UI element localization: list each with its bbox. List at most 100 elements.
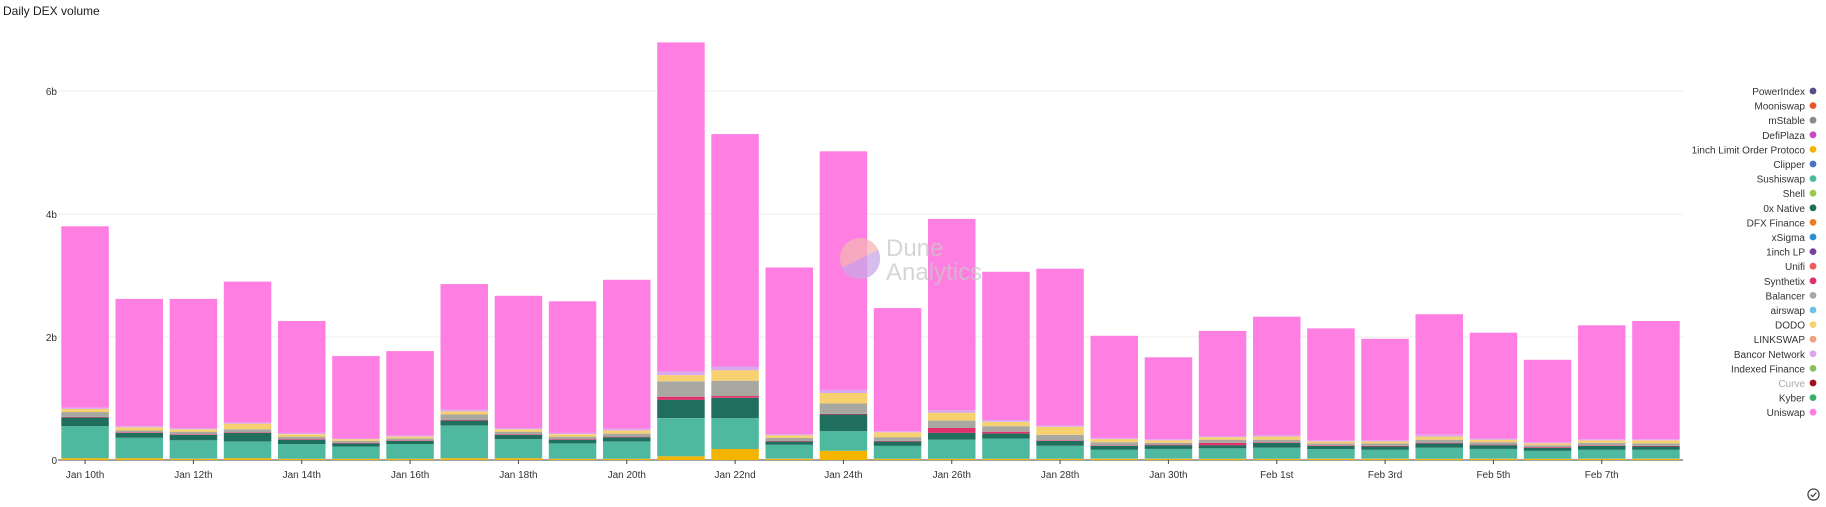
bar-segment[interactable]	[332, 443, 380, 447]
bar-segment[interactable]	[765, 444, 814, 459]
bar-segment[interactable]	[61, 409, 109, 413]
bar-segment[interactable]	[603, 437, 651, 442]
bar-segment[interactable]	[1144, 442, 1193, 445]
bar-segment[interactable]	[765, 458, 814, 460]
bar-segment[interactable]	[873, 445, 922, 459]
bar-segment[interactable]	[169, 428, 218, 430]
bar-segment[interactable]	[1307, 458, 1355, 460]
bar-segment[interactable]	[928, 432, 976, 440]
bar-segment[interactable]	[1632, 439, 1680, 441]
bar-segment[interactable]	[278, 434, 326, 437]
bar-segment[interactable]	[169, 434, 218, 435]
bar-segment[interactable]	[1036, 434, 1084, 441]
bar-segment[interactable]	[386, 438, 434, 441]
bar-segment[interactable]	[1523, 450, 1572, 459]
bar-segment[interactable]	[440, 458, 489, 460]
legend-item[interactable]: Balancer	[1766, 291, 1817, 302]
bar-segment[interactable]	[494, 439, 543, 459]
bar-segment[interactable]	[61, 226, 109, 408]
bar-segment[interactable]	[873, 432, 922, 438]
bar-segment[interactable]	[548, 443, 597, 459]
bar-segment[interactable]	[386, 440, 434, 441]
bar-segment[interactable]	[1307, 445, 1355, 446]
bar-segment[interactable]	[440, 414, 489, 421]
bar-segment[interactable]	[657, 418, 705, 457]
bar-segment[interactable]	[332, 458, 380, 460]
bar-segment[interactable]	[1632, 443, 1680, 446]
bar-segment[interactable]	[819, 413, 868, 415]
bar-segment[interactable]	[1469, 458, 1518, 460]
bar-segment[interactable]	[223, 432, 272, 442]
bar-segment[interactable]	[1632, 449, 1680, 459]
bar-segment[interactable]	[819, 450, 868, 460]
bar-segment[interactable]	[1361, 449, 1409, 459]
bar-segment[interactable]	[1469, 439, 1518, 443]
bar-segment[interactable]	[332, 440, 380, 443]
bar-segment[interactable]	[115, 430, 164, 433]
bar-segment[interactable]	[440, 420, 489, 421]
bar-segment[interactable]	[819, 403, 868, 414]
bar-segment[interactable]	[1361, 446, 1409, 450]
bar-segment[interactable]	[1361, 441, 1409, 444]
bar-segment[interactable]	[1578, 445, 1626, 446]
bar-segment[interactable]	[169, 434, 218, 441]
bar-segment[interactable]	[61, 412, 109, 417]
bar-segment[interactable]	[1090, 439, 1139, 443]
bar-segment[interactable]	[819, 389, 868, 393]
bar-segment[interactable]	[982, 420, 1030, 422]
bar-segment[interactable]	[1469, 448, 1518, 459]
legend-item[interactable]: xSigma	[1772, 233, 1817, 244]
bar-segment[interactable]	[873, 441, 922, 446]
bar-segment[interactable]	[982, 426, 1030, 432]
bar-segment[interactable]	[1198, 458, 1247, 460]
bar-segment[interactable]	[1469, 332, 1518, 439]
bar-segment[interactable]	[1469, 445, 1518, 449]
bar-segment[interactable]	[494, 434, 543, 435]
bar-segment[interactable]	[494, 434, 543, 440]
bar-segment[interactable]	[711, 380, 759, 397]
bar-segment[interactable]	[1144, 448, 1193, 459]
bar-segment[interactable]	[603, 436, 651, 438]
legend-item[interactable]: Shell	[1783, 189, 1817, 200]
bar-segment[interactable]	[278, 439, 326, 440]
bar-segment[interactable]	[982, 458, 1030, 460]
bar-segment[interactable]	[711, 366, 759, 371]
bar-segment[interactable]	[332, 442, 380, 444]
bar-segment[interactable]	[819, 431, 868, 451]
bar-segment[interactable]	[1469, 444, 1518, 446]
bar-segment[interactable]	[115, 426, 164, 428]
legend-item[interactable]: 1inch Limit Order Protoco	[1692, 145, 1817, 156]
bar-segment[interactable]	[1632, 458, 1680, 460]
bar-segment[interactable]	[711, 134, 759, 367]
bar-segment[interactable]	[115, 432, 164, 433]
legend-item[interactable]: Bancor Network	[1734, 350, 1817, 361]
bar-segment[interactable]	[928, 420, 976, 428]
legend-item[interactable]: airswap	[1771, 306, 1817, 317]
bar-segment[interactable]	[928, 218, 976, 411]
bar-segment[interactable]	[657, 399, 705, 419]
bar-segment[interactable]	[1307, 440, 1355, 442]
bar-segment[interactable]	[1415, 314, 1464, 435]
bar-segment[interactable]	[548, 439, 597, 440]
legend-item[interactable]: 1inch LP	[1766, 248, 1817, 259]
bar-segment[interactable]	[1415, 442, 1464, 444]
bar-segment[interactable]	[657, 375, 705, 382]
bar-segment[interactable]	[61, 417, 109, 427]
bar-segment[interactable]	[386, 436, 434, 439]
bar-segment[interactable]	[1144, 357, 1193, 440]
bar-segment[interactable]	[61, 416, 109, 418]
legend-item[interactable]: Indexed Finance	[1731, 364, 1817, 375]
bar-segment[interactable]	[169, 429, 218, 432]
bar-segment[interactable]	[548, 436, 597, 440]
bar-segment[interactable]	[1578, 442, 1626, 446]
bar-segment[interactable]	[494, 295, 543, 428]
legend-item[interactable]: Mooniswap	[1754, 102, 1817, 113]
bar-segment[interactable]	[1198, 439, 1247, 443]
bar-segment[interactable]	[603, 433, 651, 437]
bar-segment[interactable]	[765, 267, 814, 435]
bar-segment[interactable]	[278, 436, 326, 440]
bar-segment[interactable]	[61, 426, 109, 459]
bar-segment[interactable]	[711, 418, 759, 449]
bar-segment[interactable]	[548, 432, 597, 435]
bar-segment[interactable]	[278, 444, 326, 459]
